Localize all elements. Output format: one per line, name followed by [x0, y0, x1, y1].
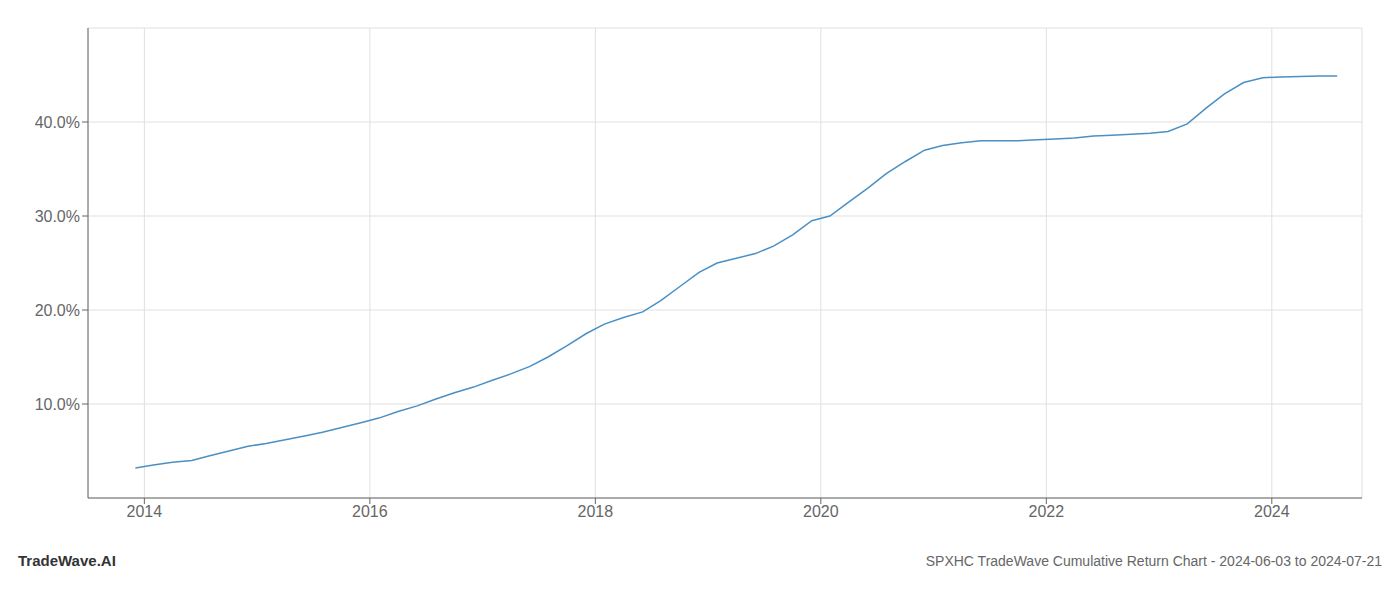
html-text:TradeWave.AI: TradeWave.AI: [18, 552, 116, 569]
svg-text:30.0%: 30.0%: [35, 208, 80, 225]
html-text:SPXHC TradeWave Cumulative Ret: SPXHC TradeWave Cumulative Return Chart …: [925, 553, 1382, 569]
svg-text:2018: 2018: [578, 503, 614, 520]
svg-text:40.0%: 40.0%: [35, 114, 80, 131]
svg-text:2022: 2022: [1029, 503, 1065, 520]
svg-text:2016: 2016: [352, 503, 388, 520]
svg-text:2020: 2020: [803, 503, 839, 520]
svg-text:2014: 2014: [127, 503, 163, 520]
svg-text:10.0%: 10.0%: [35, 396, 80, 413]
svg-text:20.0%: 20.0%: [35, 302, 80, 319]
svg-text:2024: 2024: [1254, 503, 1290, 520]
